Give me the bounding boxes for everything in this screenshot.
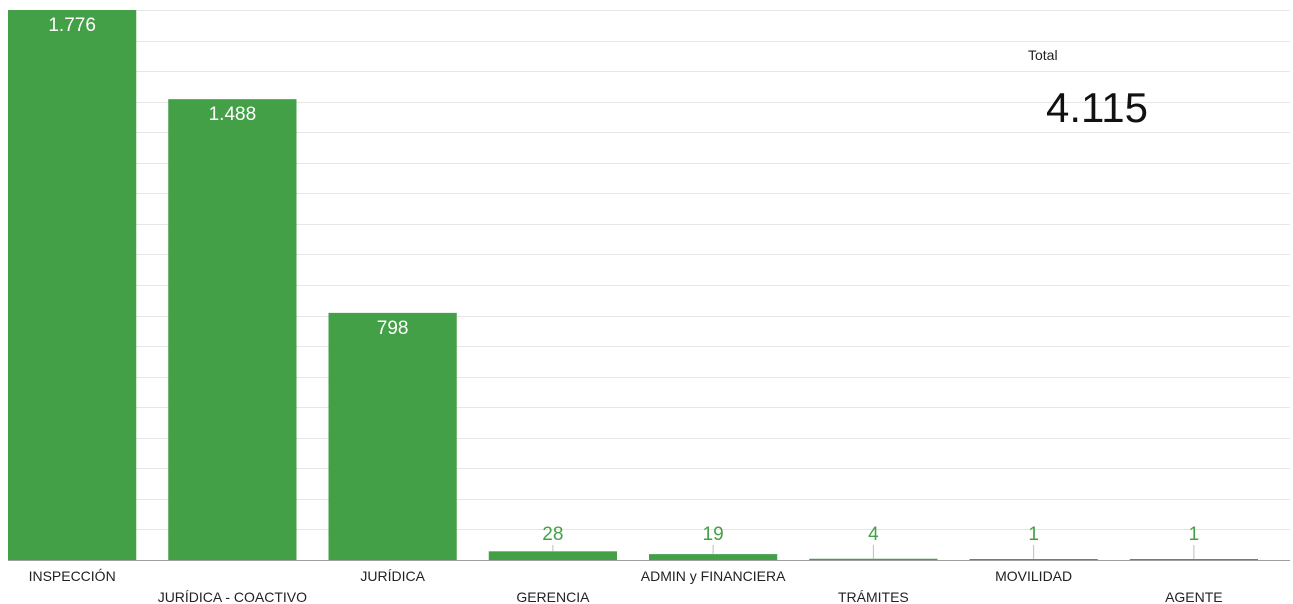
bar-4 (649, 554, 778, 560)
x-tick-label: GERENCIA (516, 589, 590, 604)
total-value: 4.115 (1046, 84, 1148, 131)
data-label: 28 (542, 524, 563, 545)
data-label: 798 (377, 318, 409, 339)
data-label: 1.488 (209, 104, 257, 125)
x-tick-label: TRÁMITES (838, 589, 909, 604)
bar-0 (8, 10, 137, 560)
x-tick-label: MOVILIDAD (995, 568, 1072, 584)
data-label: 19 (703, 524, 724, 545)
data-label: 1.776 (48, 15, 96, 36)
bar-2 (328, 312, 457, 560)
data-label: 4 (868, 524, 879, 545)
data-label: 1 (1028, 524, 1039, 545)
bar-6 (969, 559, 1098, 560)
bar-3 (488, 551, 617, 560)
x-tick-label: AGENTE (1165, 589, 1223, 604)
data-label: 1 (1189, 524, 1200, 545)
x-tick-label: JURÍDICA (360, 568, 425, 584)
bar-7 (1129, 559, 1258, 560)
bar-5 (809, 558, 938, 560)
total-label: Total (1028, 47, 1058, 63)
x-tick-label: ADMIN y FINANCIERA (641, 568, 786, 584)
x-tick-label: INSPECCIÓN (29, 568, 116, 584)
x-tick-label: JURÍDICA - COACTIVO (158, 589, 307, 604)
bar-1 (168, 99, 297, 561)
